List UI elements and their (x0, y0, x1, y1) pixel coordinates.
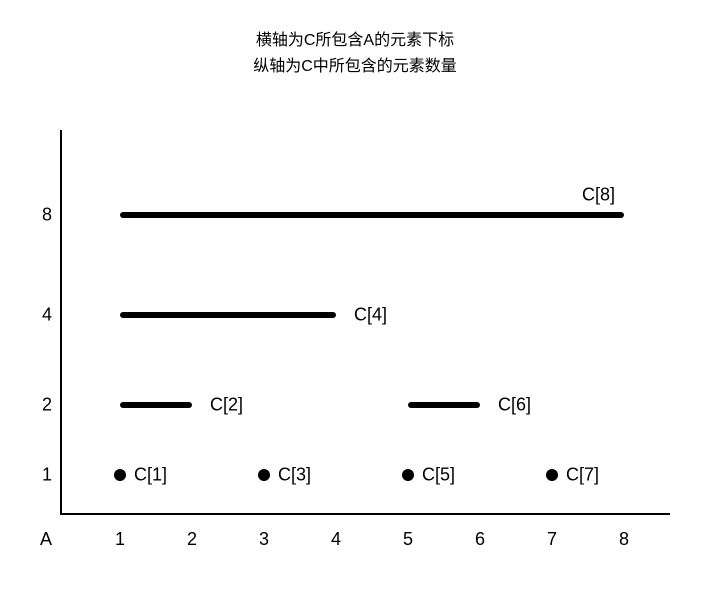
segment-bar (120, 402, 192, 408)
segment-label: C[7] (566, 465, 599, 486)
segment-point (114, 469, 126, 481)
x-axis (60, 513, 670, 515)
segment-label: C[3] (278, 465, 311, 486)
segment-label: C[1] (134, 465, 167, 486)
title-line-2: 纵轴为C中所包含的元素数量 (0, 54, 710, 80)
x-tick-label: 4 (331, 529, 341, 550)
segment-label: C[4] (354, 305, 387, 326)
segment-point (546, 469, 558, 481)
y-tick-label: 2 (24, 395, 52, 416)
segment-label: C[6] (498, 395, 531, 416)
fenwick-tree-diagram: A 124812345678C[1]C[3]C[5]C[7]C[2]C[6]C[… (60, 130, 670, 550)
x-axis-origin-label: A (24, 529, 52, 550)
title-line-1: 横轴为C所包含A的元素下标 (0, 28, 710, 54)
y-tick-label: 8 (24, 205, 52, 226)
y-tick-label: 1 (24, 465, 52, 486)
x-tick-label: 2 (187, 529, 197, 550)
x-tick-label: 8 (619, 529, 629, 550)
segment-bar (408, 402, 480, 408)
segment-label: C[5] (422, 465, 455, 486)
segment-bar (120, 312, 336, 318)
chart-title: 横轴为C所包含A的元素下标 纵轴为C中所包含的元素数量 (0, 28, 710, 79)
y-tick-label: 4 (24, 305, 52, 326)
segment-label: C[8] (582, 185, 615, 206)
segment-point (258, 469, 270, 481)
x-tick-label: 7 (547, 529, 557, 550)
x-tick-label: 5 (403, 529, 413, 550)
segment-point (402, 469, 414, 481)
x-tick-label: 6 (475, 529, 485, 550)
y-axis (60, 130, 62, 515)
segment-bar (120, 212, 624, 218)
segment-label: C[2] (210, 395, 243, 416)
x-tick-label: 3 (259, 529, 269, 550)
x-tick-label: 1 (115, 529, 125, 550)
